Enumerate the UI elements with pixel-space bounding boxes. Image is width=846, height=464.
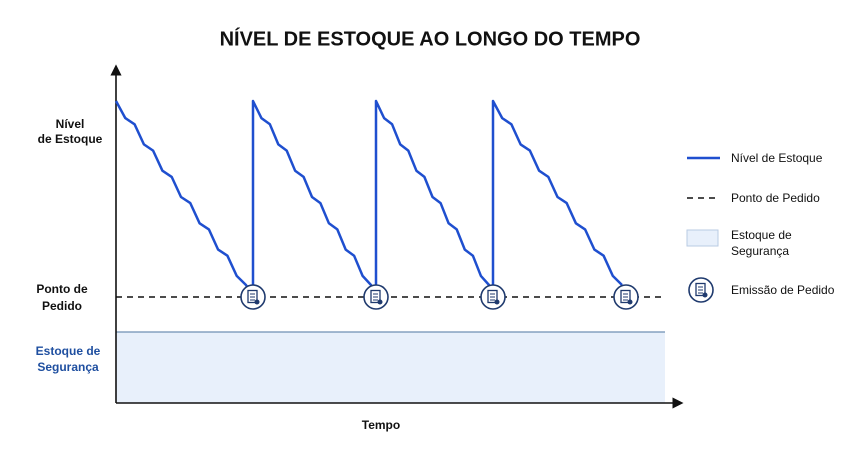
- icon-dot: [494, 299, 500, 305]
- safety-stock-band: [116, 332, 665, 403]
- icon-doc: [620, 289, 631, 304]
- axis-label: Estoque de: [36, 344, 101, 358]
- legend-text: Nível de Estoque: [731, 151, 823, 165]
- legend-text: Emissão de Pedido: [731, 283, 835, 297]
- legend-text: Segurança: [731, 244, 789, 258]
- icon-dot: [702, 292, 708, 298]
- icon-dot: [627, 299, 633, 305]
- legend-text: Ponto de Pedido: [731, 191, 820, 205]
- icon-doc: [487, 289, 498, 304]
- title: NÍVEL DE ESTOQUE AO LONGO DO TEMPO: [220, 27, 641, 50]
- legend-box: [686, 229, 719, 247]
- axis-label: Pedido: [42, 299, 82, 313]
- stock-path: [114, 99, 623, 299]
- legend-icon: [688, 277, 714, 303]
- icon-doc: [695, 282, 706, 297]
- order-icons: [240, 284, 639, 310]
- icon-doc: [247, 289, 258, 304]
- axis-label: de Estoque: [38, 132, 103, 146]
- icon-doc: [370, 289, 381, 304]
- stock-level-line: [114, 99, 623, 299]
- axis-label: Nível: [56, 117, 85, 131]
- axis-label: Segurança: [37, 360, 99, 374]
- icon-dot: [377, 299, 383, 305]
- x-axis-label: Tempo: [362, 418, 400, 432]
- legend-text: Estoque de: [731, 228, 792, 242]
- icon-dot: [254, 299, 260, 305]
- axis-label: Ponto de: [36, 282, 88, 296]
